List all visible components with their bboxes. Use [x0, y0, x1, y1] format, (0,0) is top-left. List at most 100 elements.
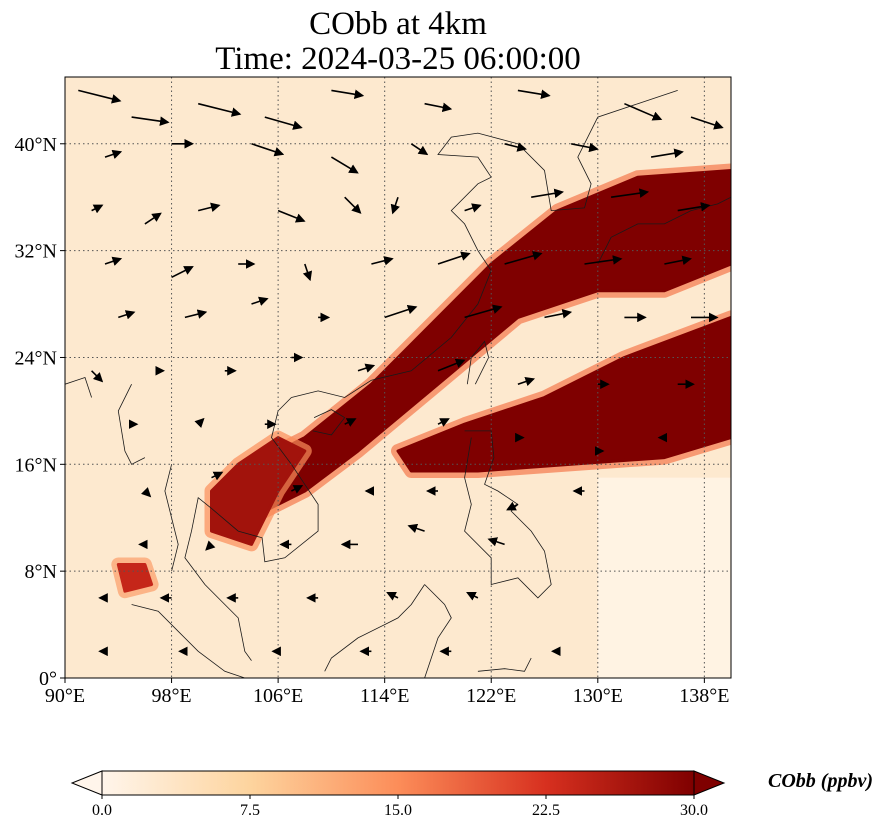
- y-axis-ticks: 40°N 32°N 24°N 16°N 8°N 0°: [15, 134, 65, 690]
- y-tick-label: 16°N: [15, 454, 57, 476]
- chart-title-line-2: Time: 2024-03-25 06:00:00: [215, 41, 581, 77]
- coastline: [164, 464, 179, 572]
- wind-vector: [410, 143, 429, 156]
- colorbar-label: CObb (ppbv): [768, 770, 873, 792]
- wind-vector: [504, 142, 527, 152]
- wind-vector: [650, 148, 684, 158]
- x-tick-label: 98°E: [151, 685, 191, 707]
- map-frame: [64, 76, 732, 679]
- wind-vector: [464, 203, 482, 213]
- colorbar-tick-label: 7.5: [240, 802, 260, 819]
- x-tick-label: 106°E: [253, 685, 303, 707]
- colorbar-ticks: 0.0 7.5 15.0 22.5 30.0: [92, 795, 708, 819]
- wind-vector: [384, 304, 418, 319]
- wind-vector: [331, 89, 365, 100]
- wind-vector: [517, 89, 551, 100]
- wind-vector: [571, 142, 599, 153]
- wind-vector: [424, 102, 453, 113]
- colorbar-tick-label: 15.0: [384, 802, 412, 819]
- wind-vectors: [78, 89, 724, 657]
- x-tick-label: 122°E: [466, 685, 516, 707]
- x-axis-ticks: 90°E 98°E 106°E 114°E 122°E 130°E 138°E: [45, 678, 729, 707]
- wind-vector: [330, 156, 359, 174]
- coastline: [424, 584, 452, 678]
- coastline: [312, 409, 346, 436]
- wind-vector: [624, 102, 663, 121]
- wind-vector: [690, 116, 724, 130]
- wind-vector: [544, 309, 573, 319]
- wind-vector: [487, 537, 505, 547]
- wind-vector: [390, 196, 400, 215]
- coastline: [324, 584, 425, 672]
- wind-vector: [357, 363, 376, 373]
- wind-vector: [386, 591, 399, 601]
- y-tick-label: 24°N: [15, 347, 57, 369]
- y-tick-label: 32°N: [15, 241, 57, 263]
- coastline: [291, 90, 678, 398]
- wind-vector: [407, 523, 425, 533]
- colorbar-extend-max: [693, 770, 726, 796]
- wind-vector: [118, 310, 136, 320]
- wind-vector: [584, 255, 623, 265]
- coastline: [65, 376, 92, 398]
- wind-vector: [144, 212, 162, 225]
- wind-vector: [78, 89, 122, 104]
- wind-vector: [251, 296, 269, 306]
- coastline: [464, 430, 552, 599]
- colorbar: 0.0 7.5 15.0 22.5 30.0: [70, 770, 726, 819]
- wind-vector: [466, 591, 479, 601]
- wind-vector: [437, 418, 450, 427]
- coastline: [117, 384, 146, 465]
- wind-vector: [677, 201, 711, 212]
- wind-vector: [506, 501, 519, 511]
- coastline: [597, 196, 731, 265]
- coastline: [466, 340, 490, 385]
- wind-vector: [211, 471, 224, 481]
- wind-vector: [131, 116, 170, 126]
- map-panel: [65, 77, 731, 678]
- wind-vector: [277, 209, 306, 223]
- x-tick-label: 130°E: [573, 685, 623, 707]
- wind-vector: [371, 256, 394, 266]
- wind-vector: [194, 417, 205, 429]
- wind-vector: [141, 487, 152, 498]
- colorbar-tick-label: 22.5: [532, 802, 560, 819]
- wind-vector: [251, 143, 285, 157]
- chart-title-line-1: CObb at 4km: [309, 6, 487, 42]
- wind-vector: [91, 370, 104, 383]
- wind-vector: [504, 251, 543, 265]
- y-tick-label: 40°N: [15, 134, 57, 156]
- wind-vector: [664, 255, 692, 266]
- colorbar-tick-label: 30.0: [680, 802, 708, 819]
- x-tick-label: 90°E: [45, 685, 85, 707]
- wind-vector: [437, 251, 471, 265]
- coastline: [131, 604, 245, 678]
- wind-vector: [104, 149, 123, 159]
- wind-vector: [198, 202, 221, 212]
- wind-vector: [302, 263, 313, 282]
- wind-vector: [531, 188, 564, 199]
- wind-vector: [344, 196, 362, 214]
- gridlines: [65, 77, 731, 678]
- wind-vector: [437, 358, 466, 372]
- wind-vector: [517, 376, 536, 387]
- x-tick-label: 114°E: [360, 685, 409, 707]
- wind-vector: [610, 188, 650, 198]
- wind-vector: [344, 418, 357, 427]
- x-tick-label: 138°E: [679, 685, 729, 707]
- colorbar-tick-label: 0.0: [92, 802, 112, 819]
- y-tick-label: 0°: [39, 668, 57, 690]
- y-tick-label: 8°N: [25, 561, 57, 583]
- wind-vector: [171, 266, 194, 279]
- plume-region: [116, 563, 154, 593]
- clean-air-region: [597, 477, 731, 678]
- colorbar-gradient: [101, 770, 695, 796]
- wind-vector: [205, 540, 216, 551]
- wind-vector: [291, 485, 304, 494]
- plume-region: [396, 315, 731, 473]
- wind-vector: [264, 116, 303, 130]
- coastline: [477, 657, 532, 672]
- wind-vector: [464, 304, 503, 319]
- wind-vector: [104, 256, 123, 266]
